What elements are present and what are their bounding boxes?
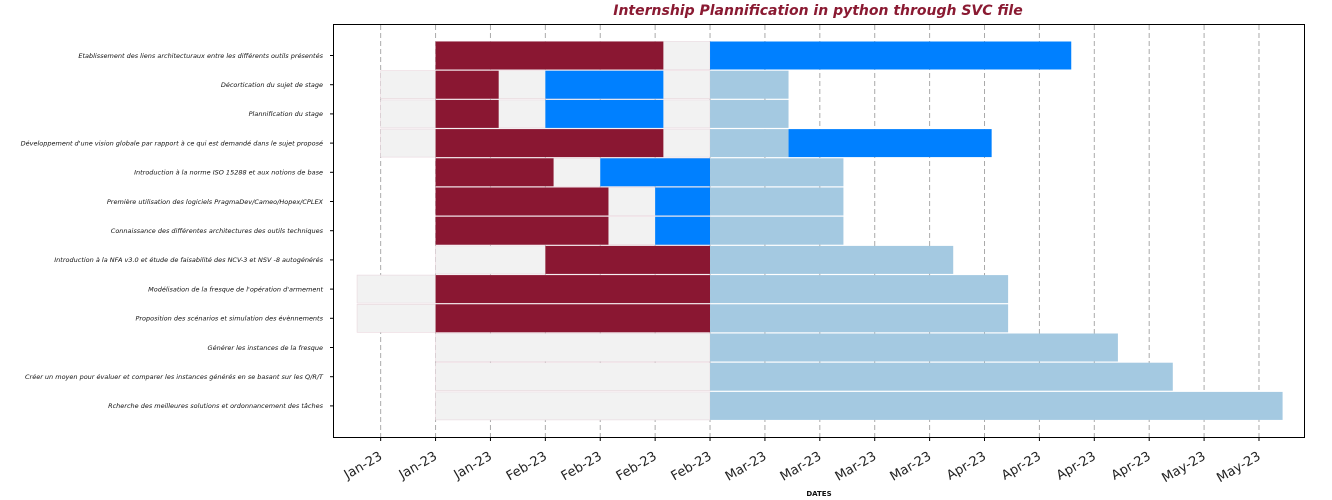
x-tick-label: Mar-23	[723, 449, 769, 484]
completed-bar	[435, 304, 711, 333]
task-label: Générer les instances de la fresque	[208, 344, 323, 352]
planned-bar	[710, 70, 789, 99]
task-labels: Etablissement des liens architecturaux e…	[21, 52, 334, 410]
completed-bar	[435, 99, 499, 128]
background-bar	[435, 333, 711, 362]
completed-bar	[435, 41, 664, 70]
x-tick-label: Apr-23	[944, 449, 989, 483]
x-axis-ticks: Jan-23 Jan-23 Jan-23 Feb-23 Feb-23 Feb-23 Feb-…	[341, 437, 1263, 486]
x-tick-label: May-23	[1214, 449, 1263, 486]
planned-bar	[710, 333, 1118, 362]
x-tick-label: Mar-23	[833, 449, 879, 484]
task-label: Créer un moyen pour évaluer et comparer …	[25, 373, 324, 381]
task-label: Introduction à la norme ISO 15288 et aux…	[134, 169, 323, 177]
completed-bar	[435, 158, 554, 187]
task-label: Rcherche des meilleures solutions et ord…	[108, 402, 324, 410]
task-label: Introduction à la NFA v3.0 et étude de f…	[54, 256, 323, 264]
completed-bar	[435, 187, 609, 216]
x-tick-label: Mar-23	[778, 449, 824, 484]
planned-bar	[710, 391, 1283, 420]
in-progress-bar	[655, 216, 711, 245]
task-label: Modélisation de la fresque de l'opératio…	[148, 285, 323, 293]
x-tick-label: Apr-23	[1109, 449, 1154, 483]
in-progress-bar	[545, 99, 664, 128]
background-bar	[435, 362, 711, 392]
x-tick-label: Jan-23	[396, 449, 440, 483]
completed-bar	[435, 275, 711, 304]
planned-bar	[710, 245, 954, 274]
in-progress-bar	[600, 158, 711, 187]
in-progress-bar	[788, 129, 992, 158]
planned-bar	[710, 129, 789, 158]
x-axis-label: DATES	[806, 490, 831, 498]
task-bars	[356, 41, 1283, 421]
planned-bar	[710, 362, 1173, 391]
planned-bar	[710, 304, 1009, 333]
x-tick-label: Apr-23	[999, 449, 1044, 483]
task-label: Décortication du sujet de stage	[221, 81, 323, 89]
completed-bar	[545, 245, 711, 274]
x-tick-label: May-23	[1160, 449, 1209, 486]
task-label: Connaissance des différentes architectur…	[111, 227, 324, 235]
task-label: Plannification du stage	[249, 110, 323, 118]
completed-bar	[435, 216, 609, 245]
planned-bar	[710, 158, 844, 187]
x-tick-label: Feb-23	[669, 449, 715, 484]
chart-title: Internship Plannification in python thro…	[613, 3, 1022, 19]
x-tick-label: Feb-23	[614, 449, 660, 484]
task-label: Etablissement des liens architecturaux e…	[78, 52, 323, 60]
task-label: Développement d'une vision globale par r…	[21, 139, 323, 147]
x-tick-label: Mar-23	[888, 449, 934, 484]
task-label: Proposition des scénarios et simulation …	[135, 315, 323, 323]
in-progress-bar	[545, 70, 664, 99]
planned-bar	[710, 275, 1009, 304]
planned-bar	[710, 187, 844, 216]
in-progress-bar	[655, 187, 711, 216]
completed-bar	[435, 70, 499, 99]
x-tick-label: Feb-23	[504, 449, 550, 484]
planned-bar	[710, 216, 844, 245]
x-tick-label: Jan-23	[341, 449, 385, 483]
planned-bar	[710, 99, 789, 128]
x-tick-label: Apr-23	[1054, 449, 1099, 483]
completed-bar	[435, 129, 664, 158]
x-tick-label: Jan-23	[451, 449, 495, 483]
in-progress-bar	[710, 41, 1072, 70]
x-tick-label: Feb-23	[559, 449, 605, 484]
background-bar	[435, 391, 711, 421]
task-label: Première utilisation des logiciels Pragm…	[107, 198, 324, 206]
